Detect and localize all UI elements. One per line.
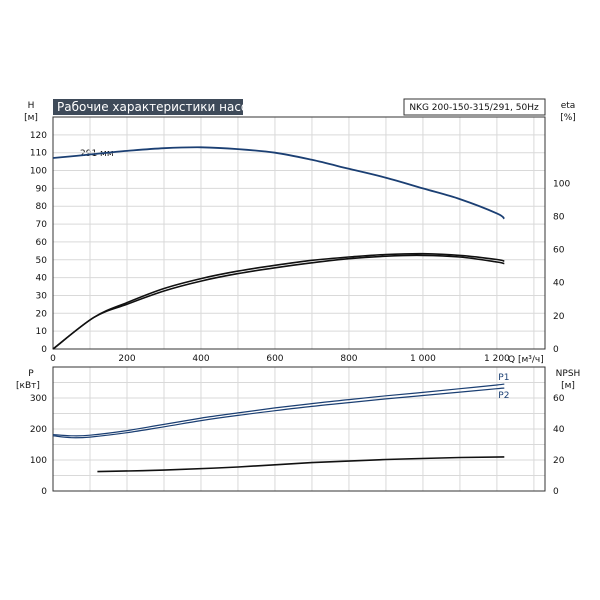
- efficiency-curve: [52, 252, 505, 350]
- npsh-tick-label: 20: [553, 456, 565, 466]
- eta-tick-label: 0: [553, 345, 559, 355]
- efficiency-curve: [52, 254, 505, 350]
- model-label-box: [403, 98, 546, 116]
- head-tick-label: 0: [41, 345, 47, 355]
- eta-tick-label: 40: [553, 279, 565, 289]
- upper-plot-frame: [52, 116, 546, 350]
- head-tick-label: 50: [36, 256, 48, 266]
- head-tick-label: 80: [36, 202, 48, 212]
- eta-tick-label: 80: [553, 212, 565, 222]
- head-efficiency-plot: 0 200 400 600 800 1 000 1 20001020304050607080…: [30, 116, 570, 364]
- x-tick-label: 1 000: [410, 354, 436, 364]
- power-tick-label: 200: [30, 425, 47, 435]
- eta-axis-label: eta: [561, 101, 576, 111]
- npsh-axis-unit: [м]: [561, 381, 575, 391]
- power-axis-label: P: [28, 369, 34, 379]
- series-label-p1: P1: [498, 373, 509, 383]
- eta-tick-label: 100: [553, 179, 570, 189]
- chart-title-background: [53, 99, 243, 115]
- eta-tick-label: 60: [553, 246, 565, 256]
- power-npsh-plot: 0 100 200 300 0 20 40 60 P1 P2: [30, 366, 565, 497]
- head-tick-label: 10: [36, 327, 48, 337]
- power-tick-label: 100: [30, 456, 47, 466]
- head-tick-label: 30: [36, 291, 48, 301]
- power-tick-label: 0: [41, 487, 47, 497]
- npsh-axis-label: NPSH: [556, 369, 581, 379]
- flow-axis-label: Q [м³/ч]: [508, 355, 544, 365]
- x-tick-label: 400: [192, 354, 209, 364]
- head-tick-label: 90: [36, 184, 48, 194]
- chart-title: Рабочие характеристики насоса: [57, 100, 262, 114]
- head-tick-label: 110: [30, 149, 47, 159]
- x-tick-label: 200: [118, 354, 135, 364]
- npsh-tick-label: 40: [553, 425, 565, 435]
- power-curve-p2: [52, 387, 505, 439]
- npsh-curve: [97, 456, 505, 473]
- head-tick-label: 20: [36, 309, 48, 319]
- head-axis-label: H: [28, 101, 35, 111]
- model-label: NKG 200-150-315/291, 50Hz: [409, 103, 539, 113]
- npsh-tick-label: 0: [553, 487, 559, 497]
- eta-axis-unit: [%]: [560, 113, 576, 123]
- x-tick-label: 800: [340, 354, 357, 364]
- eta-tick-label: 20: [553, 312, 565, 322]
- lower-plot-frame: [52, 366, 546, 492]
- head-axis-unit: [м]: [24, 113, 38, 123]
- head-tick-label: 40: [36, 274, 48, 284]
- x-tick-label: 1 200: [484, 354, 510, 364]
- series-label-p2: P2: [498, 391, 509, 401]
- power-curve-p1: [52, 383, 505, 437]
- head-tick-label: 100: [30, 167, 47, 177]
- head-tick-label: 70: [36, 220, 48, 230]
- x-tick-label: 0: [50, 354, 56, 364]
- head-curve: [52, 146, 505, 220]
- x-tick-label: 600: [266, 354, 283, 364]
- npsh-tick-label: 60: [553, 394, 565, 404]
- power-axis-unit: [кВт]: [16, 381, 40, 391]
- power-tick-label: 300: [30, 394, 47, 404]
- head-tick-label: 60: [36, 238, 48, 248]
- head-tick-label: 120: [30, 131, 47, 141]
